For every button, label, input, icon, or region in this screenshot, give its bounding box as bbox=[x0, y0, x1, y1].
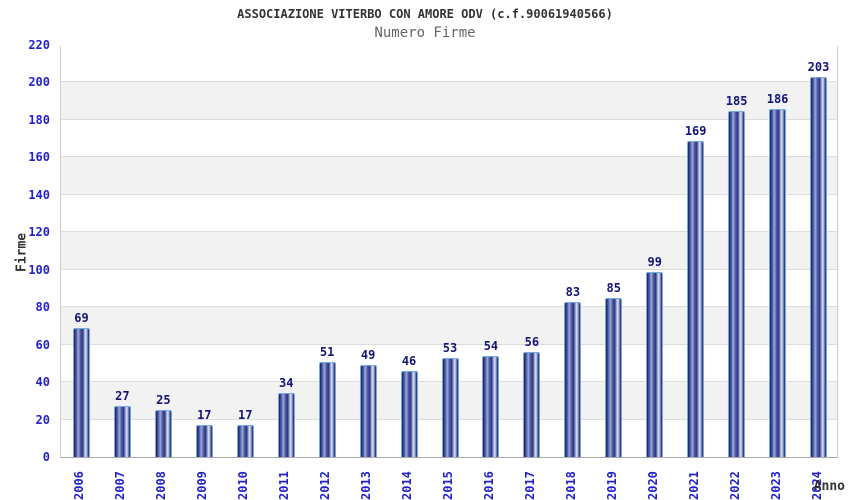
bar-2022 bbox=[728, 110, 746, 457]
y-tick-label: 160 bbox=[28, 150, 50, 165]
grid-band bbox=[61, 232, 837, 270]
bar-2017 bbox=[523, 352, 541, 457]
grid-band bbox=[61, 157, 837, 195]
bar-value-label: 185 bbox=[725, 93, 748, 108]
x-tick-label: 2013 bbox=[359, 471, 374, 500]
grid-band bbox=[61, 307, 837, 345]
x-tick-label: 2019 bbox=[604, 471, 619, 500]
y-axis-title: Firme bbox=[14, 232, 30, 272]
bar-2023 bbox=[769, 108, 787, 457]
x-tick-label: 2016 bbox=[481, 471, 496, 500]
grid-band bbox=[61, 269, 837, 308]
bar-value-label: 25 bbox=[156, 393, 171, 408]
bar-value-label: 53 bbox=[442, 340, 458, 355]
y-tick-label: 120 bbox=[28, 225, 50, 240]
bar-value-label: 85 bbox=[606, 280, 621, 295]
bar-2010 bbox=[236, 425, 254, 457]
grid-band bbox=[61, 119, 837, 158]
bar-value-label: 17 bbox=[238, 408, 253, 423]
bar-value-label: 99 bbox=[647, 254, 662, 269]
grid-line bbox=[61, 268, 837, 270]
y-tick-label: 140 bbox=[28, 187, 50, 202]
bar-value-label: 54 bbox=[483, 338, 499, 353]
bar-2012 bbox=[318, 361, 336, 457]
y-tick-label: 100 bbox=[28, 262, 50, 277]
grid-line bbox=[61, 81, 837, 83]
bar-value-label: 56 bbox=[524, 335, 540, 350]
bar-2014 bbox=[400, 370, 418, 457]
bar-value-label: 27 bbox=[115, 389, 130, 404]
x-tick-label: 2011 bbox=[277, 471, 292, 500]
y-tick-label: 220 bbox=[28, 38, 50, 52]
x-tick-label: 2009 bbox=[195, 471, 210, 500]
bar-value-label: 83 bbox=[565, 284, 581, 299]
bar-value-label: 49 bbox=[360, 348, 376, 363]
x-tick-label: 2017 bbox=[522, 471, 537, 500]
grid-line bbox=[61, 118, 837, 120]
bar-2009 bbox=[195, 425, 213, 457]
bar-value-label: 69 bbox=[74, 310, 89, 325]
bar-2019 bbox=[605, 297, 623, 457]
bar-2016 bbox=[482, 355, 500, 457]
bar-2018 bbox=[564, 301, 582, 457]
bar-2013 bbox=[359, 365, 377, 457]
bar-value-label: 34 bbox=[278, 376, 294, 391]
x-tick-label: 2014 bbox=[400, 471, 415, 500]
bar-2015 bbox=[441, 357, 459, 457]
y-tick-label: 60 bbox=[35, 337, 50, 352]
x-tick-label: 2008 bbox=[154, 471, 169, 500]
x-tick-label: 2018 bbox=[563, 471, 578, 500]
x-tick-label: 2007 bbox=[113, 471, 128, 500]
bar-value-label: 17 bbox=[197, 408, 212, 423]
x-tick-label: 2015 bbox=[441, 471, 455, 500]
grid-band bbox=[61, 45, 837, 83]
grid-line bbox=[61, 343, 837, 345]
x-tick-label: 2023 bbox=[768, 471, 783, 500]
bar-2006 bbox=[72, 327, 90, 457]
x-tick-label: 2006 bbox=[72, 471, 87, 500]
bar-2007 bbox=[113, 406, 131, 457]
y-tick-label: 40 bbox=[35, 375, 50, 390]
grid-band bbox=[61, 194, 837, 233]
bar-2024 bbox=[810, 76, 828, 457]
chart-title: ASSOCIAZIONE VITERBO CON AMORE ODV (c.f.… bbox=[237, 7, 613, 21]
grid-band bbox=[61, 82, 837, 120]
grid-line bbox=[61, 193, 837, 195]
x-tick-label: 2010 bbox=[236, 471, 251, 500]
bar-2020 bbox=[646, 271, 664, 457]
y-tick-label: 80 bbox=[35, 300, 50, 315]
bar-value-label: 186 bbox=[766, 91, 789, 106]
chart-subtitle: Numero Firme bbox=[374, 25, 476, 41]
plot-area: 69 27 25 17 17 34 51 49 46 53 54 56 83 85 99 169 185 186 2… bbox=[60, 45, 838, 458]
grid-line bbox=[61, 231, 837, 233]
grid-line bbox=[61, 306, 837, 308]
bar-value-label: 51 bbox=[319, 344, 335, 359]
x-tick-label: 2021 bbox=[686, 471, 701, 500]
x-tick-label: 2012 bbox=[318, 471, 333, 500]
x-tick-label: 2022 bbox=[727, 471, 742, 500]
x-axis-title: Anno bbox=[813, 479, 845, 494]
grid-line bbox=[61, 156, 837, 158]
bar-value-label: 169 bbox=[684, 123, 707, 138]
bar-value-label: 46 bbox=[401, 353, 417, 368]
y-tick-label: 20 bbox=[35, 412, 50, 427]
y-tick-label: 200 bbox=[28, 75, 50, 90]
bar-value-label: 203 bbox=[807, 59, 830, 74]
y-tick-label: 0 bbox=[42, 450, 50, 464]
y-tick-label: 180 bbox=[28, 112, 50, 127]
bar-2011 bbox=[277, 393, 295, 457]
bar-2021 bbox=[687, 140, 705, 457]
x-tick-label: 2020 bbox=[645, 471, 660, 500]
bar-2008 bbox=[154, 410, 172, 457]
